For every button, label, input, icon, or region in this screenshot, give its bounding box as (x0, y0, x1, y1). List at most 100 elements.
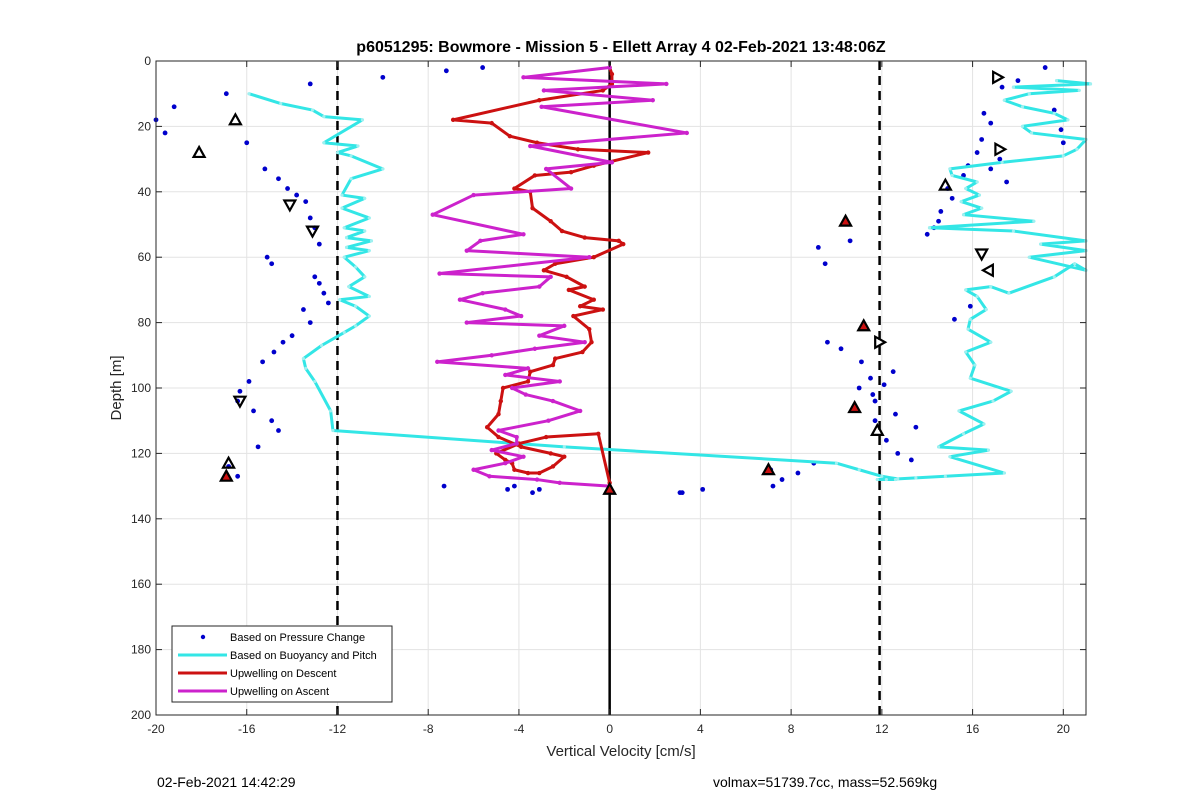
series-point (546, 418, 551, 423)
data-point (913, 424, 919, 430)
series-point (363, 229, 367, 233)
series-point (500, 385, 506, 391)
series-point (548, 274, 553, 280)
triangle-marker (232, 395, 248, 409)
data-point (441, 483, 447, 489)
series-point (591, 255, 596, 260)
data-point (1015, 78, 1021, 84)
series-point (964, 186, 968, 191)
series-point (548, 451, 553, 456)
triangle-marker (856, 318, 872, 332)
legend-box (171, 625, 393, 703)
series-point (1052, 111, 1056, 115)
data-point (988, 120, 994, 126)
series-point (1002, 98, 1006, 102)
series-point (548, 219, 553, 224)
series-layer (153, 65, 1093, 496)
data-point (883, 437, 889, 443)
data-point (235, 473, 241, 479)
series-point (1020, 105, 1025, 109)
data-point (997, 156, 1003, 162)
data-point (981, 110, 987, 116)
series-point (464, 320, 469, 325)
series-point (310, 108, 315, 112)
series-point (532, 346, 538, 351)
data-point (908, 457, 914, 463)
data-point (480, 65, 486, 70)
data-point (847, 238, 853, 244)
y-tick-label: 60 (138, 250, 152, 264)
data-point (924, 231, 930, 237)
series-point (487, 474, 492, 479)
series-point (857, 468, 861, 472)
data-point (967, 303, 973, 309)
series-point (950, 173, 954, 178)
series-point (541, 88, 547, 93)
series-point (943, 474, 947, 478)
data-point (280, 339, 286, 345)
series-point (480, 290, 485, 296)
series-point (975, 294, 979, 299)
data-point (1042, 65, 1048, 70)
series-point (961, 213, 966, 217)
series-point (607, 65, 612, 70)
series-point (484, 425, 490, 430)
series-point (571, 313, 576, 319)
series-point (521, 232, 526, 237)
triangle-marker (221, 455, 236, 469)
series-point (496, 428, 501, 433)
x-tick-label: 4 (697, 722, 704, 736)
series-point (884, 477, 888, 482)
series-point (596, 431, 601, 436)
triangle-marker (994, 141, 1008, 157)
series-point (496, 411, 501, 417)
legend-entry: Based on Pressure Change (200, 632, 365, 644)
series-point (1027, 255, 1031, 259)
data-point (679, 490, 685, 496)
series-point (582, 340, 587, 345)
series-point (550, 464, 556, 469)
series-point (566, 287, 572, 293)
series-point (534, 140, 540, 145)
series-point (313, 379, 317, 384)
series-point (518, 444, 524, 450)
series-point (537, 284, 542, 289)
series-4 (191, 112, 953, 469)
series-point (1029, 131, 1034, 135)
series-point (568, 169, 574, 175)
series-point (503, 457, 508, 463)
series-point (1011, 229, 1016, 233)
data-point (700, 486, 706, 492)
series-point (319, 343, 324, 348)
series-point (539, 104, 544, 109)
series-point (478, 238, 483, 244)
data-point (988, 166, 994, 172)
series-point (577, 408, 583, 414)
series-point (541, 268, 547, 273)
data-point (269, 418, 275, 424)
y-tick-label: 140 (131, 512, 151, 526)
y-tick-label: 200 (131, 708, 151, 722)
series-point (977, 193, 981, 197)
data-point (262, 166, 268, 172)
data-point (936, 218, 941, 224)
series-point (498, 398, 503, 404)
series-point (591, 297, 596, 302)
series-point (616, 238, 621, 244)
series-point (354, 265, 358, 269)
series-point (489, 353, 494, 358)
data-point (795, 470, 801, 476)
series-point (349, 154, 353, 158)
triangle-marker (228, 112, 243, 126)
series-point (354, 304, 358, 308)
legend-label: Upwelling on Ascent (230, 686, 329, 698)
triangle-marker (761, 461, 776, 476)
series-point (344, 235, 349, 240)
series-point (430, 212, 435, 217)
series-point (664, 81, 669, 87)
series-point (537, 333, 542, 338)
series-point (437, 271, 442, 276)
series-point (340, 193, 344, 197)
x-tick-label: 0 (606, 722, 613, 736)
